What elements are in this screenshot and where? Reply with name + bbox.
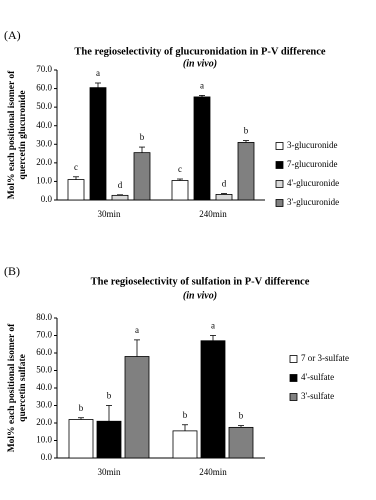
- x-tick-label: 30min: [97, 467, 121, 477]
- bar: [111, 194, 129, 201]
- y-tick-label: 30.0: [36, 400, 52, 410]
- legend-label: 3'-glucuronide: [287, 197, 339, 207]
- bar: [172, 430, 198, 459]
- y-tick-label: 40.0: [36, 382, 52, 392]
- significance-letter: b: [239, 411, 244, 421]
- bar: [237, 142, 255, 201]
- chart-subtitle: (in vivo): [183, 290, 217, 301]
- legend-label: 4'-sulfate: [301, 372, 334, 382]
- chart-title: The regioselectivity of glucuronidation …: [74, 46, 326, 57]
- legend-label: 7-glucuronide: [287, 159, 337, 169]
- y-tick-label: 70.0: [36, 330, 52, 340]
- y-axis-label: quercetin sulfate: [18, 354, 28, 422]
- x-tick-label: 30min: [97, 209, 121, 219]
- chart-title: The regioselectivity of sulfation in P-V…: [91, 276, 310, 287]
- significance-letter: c: [74, 162, 78, 172]
- y-tick-label: 60.0: [36, 347, 52, 357]
- legend-swatch: [275, 142, 284, 150]
- legend-swatch: [275, 199, 284, 207]
- y-tick-label: 20.0: [36, 417, 52, 427]
- y-axis-label: quercetin glucuronide: [18, 90, 28, 179]
- significance-letter: b: [140, 132, 145, 142]
- significance-letter: a: [211, 321, 215, 331]
- bar: [67, 179, 85, 201]
- bar: [124, 356, 150, 459]
- bar: [96, 420, 122, 459]
- bar: [200, 340, 226, 459]
- y-tick-label: 40.0: [36, 120, 52, 130]
- significance-letter: d: [222, 179, 227, 189]
- significance-letter: a: [200, 81, 204, 91]
- significance-letter: a: [135, 325, 139, 335]
- panel-label: (A): [4, 28, 21, 42]
- legend-label: 3-glucuronide: [287, 140, 337, 150]
- significance-letter: b: [244, 126, 249, 136]
- legend-label: 7 or 3-sulfate: [301, 353, 349, 363]
- y-tick-label: 10.0: [36, 175, 52, 185]
- legend-swatch: [289, 393, 298, 401]
- legend-label: 4'-glucuronide: [287, 178, 339, 188]
- chart-subtitle: (in vivo): [183, 58, 217, 69]
- y-axis-label: Mol% each positional isomer of: [7, 70, 17, 199]
- y-tick-label: 50.0: [36, 365, 52, 375]
- significance-letter: b: [183, 410, 188, 420]
- bar: [68, 419, 94, 459]
- y-tick-label: 60.0: [36, 83, 52, 93]
- legend-swatch: [289, 374, 298, 382]
- y-axis-label: Mol% each positional isomer of: [7, 323, 17, 452]
- y-tick-label: 20.0: [36, 157, 52, 167]
- y-tick-label: 50.0: [36, 101, 52, 111]
- significance-letter: c: [178, 164, 182, 174]
- significance-letter: b: [107, 391, 112, 401]
- legend-swatch: [275, 161, 284, 169]
- significance-letter: d: [118, 180, 123, 190]
- legend-swatch: [289, 355, 298, 363]
- y-tick-label: 70.0: [36, 64, 52, 74]
- y-tick-label: 10.0: [36, 435, 52, 445]
- x-tick-label: 240min: [199, 209, 227, 219]
- bar: [89, 87, 107, 201]
- bar: [228, 426, 254, 459]
- bar: [193, 96, 211, 201]
- y-tick-label: 0.0: [41, 452, 53, 462]
- x-tick-label: 240min: [199, 467, 227, 477]
- legend-swatch: [275, 180, 284, 188]
- significance-letter: b: [79, 403, 84, 413]
- legend-label: 3'-sulfate: [301, 391, 334, 401]
- y-tick-label: 30.0: [36, 138, 52, 148]
- y-tick-label: 80.0: [36, 312, 52, 322]
- bar: [171, 180, 189, 201]
- y-tick-label: 0.0: [41, 194, 53, 204]
- significance-letter: a: [96, 68, 100, 78]
- bar: [215, 194, 233, 201]
- panel-label: (B): [4, 264, 20, 278]
- bar: [133, 152, 151, 201]
